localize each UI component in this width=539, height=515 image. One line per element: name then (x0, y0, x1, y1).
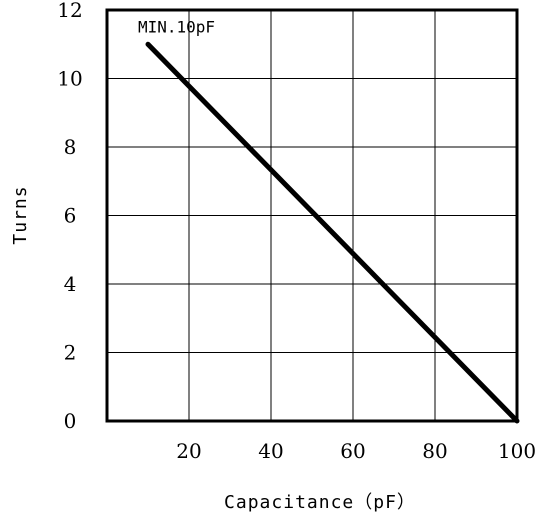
x-tick-label: 40 (258, 439, 283, 463)
y-axis-title: Turns (10, 185, 31, 244)
y-tick-label: 10 (57, 67, 82, 91)
y-tick-label: 0 (64, 409, 77, 433)
y-tick-label: 2 (64, 341, 77, 365)
x-tick-label: 100 (498, 439, 536, 463)
x-axis-title: Capacitance（pF） (224, 492, 416, 513)
annotations: MIN.10pF (138, 17, 215, 36)
y-tick-labels: 0 2 4 6 8 10 12 (57, 0, 82, 433)
x-tick-label: 60 (340, 439, 365, 463)
series-line-0 (145, 41, 520, 424)
x-tick-label: 80 (422, 439, 447, 463)
plot-frame (105, 8, 519, 423)
y-tick-label: 6 (64, 204, 77, 228)
y-tick-label: 4 (64, 272, 77, 296)
x-tick-label: 20 (176, 439, 201, 463)
x-tick-labels: 20 40 60 80 100 (176, 439, 536, 463)
y-tick-label: 8 (64, 135, 77, 159)
annotation-label: MIN.10pF (138, 17, 215, 36)
y-tick-label: 12 (57, 0, 82, 22)
grid (107, 10, 517, 421)
series-layer (145, 41, 520, 424)
